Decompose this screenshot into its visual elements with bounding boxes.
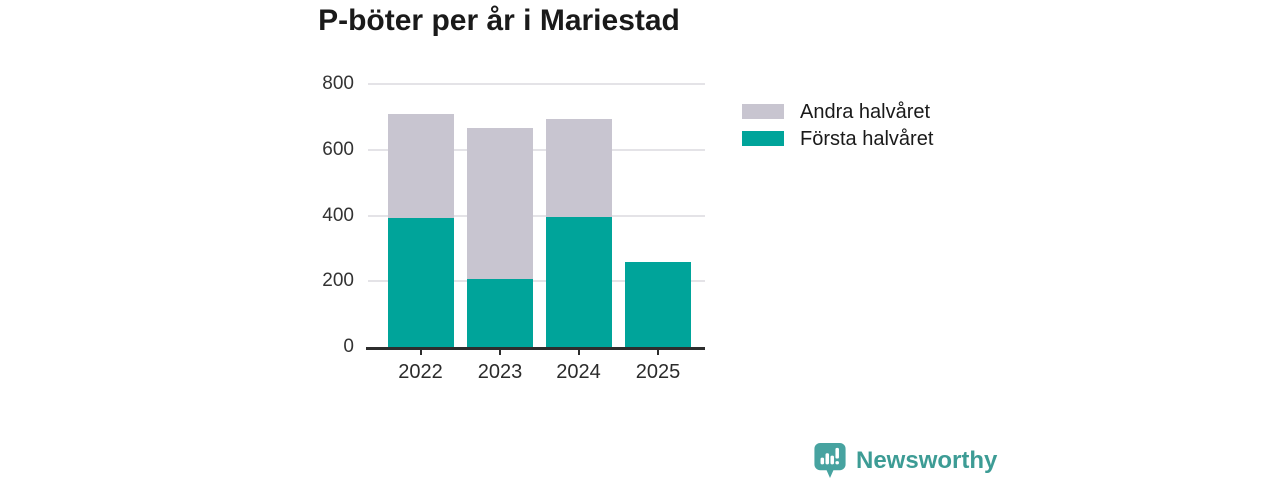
gridline-200: [368, 280, 705, 283]
legend-item-andra: Andra halvåret: [742, 98, 933, 125]
legend-label: Andra halvåret: [800, 100, 931, 123]
bar-segment-2022-andra-halv-ret: [387, 114, 454, 218]
x-axis-tick: [577, 349, 580, 355]
x-axis-line: [366, 347, 705, 350]
bar-segment-2022-f-rsta-halv-ret: [387, 217, 454, 347]
bar-segment-2023-andra-halv-ret: [467, 128, 533, 279]
gridline-400: [368, 214, 705, 217]
chart-title: P-böter per år i Mariestad: [318, 4, 680, 37]
x-axis-label: 2025: [635, 361, 681, 383]
gridline-800: [368, 83, 705, 85]
legend-swatch: [742, 104, 784, 119]
newsworthy-brand-link[interactable]: Newsworthy: [813, 442, 997, 479]
legend-swatch: [742, 131, 784, 146]
y-axis-tick-label: 400: [322, 204, 354, 226]
bar-segment-2024-f-rsta-halv-ret: [545, 217, 612, 347]
x-axis-tick: [657, 349, 659, 355]
legend-item-forsta: Första halvåret: [742, 125, 933, 152]
x-axis-tick: [419, 349, 422, 355]
x-axis-tick: [499, 349, 501, 355]
newsworthy-logo-icon: [813, 442, 847, 479]
x-axis-label: 2023: [477, 361, 523, 383]
y-axis-tick-label: 800: [322, 73, 354, 94]
y-axis-tick-label: 200: [322, 270, 354, 292]
newsworthy-wordmark: Newsworthy: [856, 446, 998, 474]
y-axis-tick-label: 600: [322, 138, 354, 160]
x-axis-label: 2022: [398, 361, 443, 383]
legend: Andra halvåret Första halvåret: [742, 98, 933, 152]
bar-segment-2023-f-rsta-halv-ret: [467, 278, 533, 347]
bar-segment-2025-f-rsta-halv-ret: [625, 261, 691, 347]
bar-segment-2024-andra-halv-ret: [545, 119, 612, 218]
legend-label: Första halvåret: [800, 127, 934, 150]
gridline-600: [368, 148, 705, 151]
x-axis-label: 2024: [556, 361, 601, 383]
y-axis-tick-label: 0: [343, 336, 354, 357]
